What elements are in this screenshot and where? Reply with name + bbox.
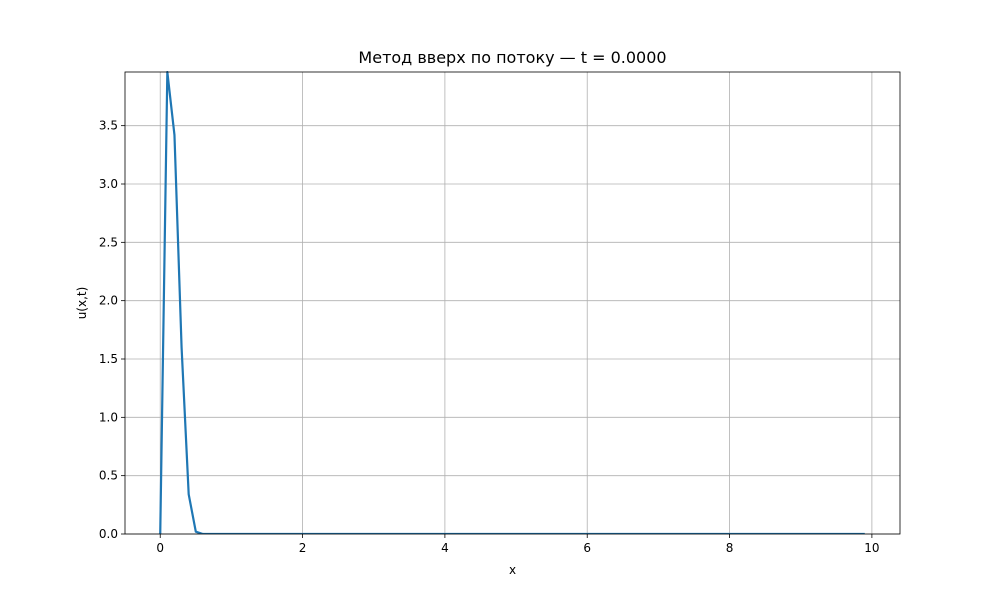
series-line: [159, 71, 865, 534]
x-axis: 0 2 4 6 8 10: [156, 534, 880, 555]
y-axis-label: u(x,t): [75, 287, 89, 320]
y-tick-label: 2.0: [99, 294, 118, 308]
y-tick-label: 0.0: [99, 527, 118, 541]
y-tick-label: 1.0: [99, 410, 118, 424]
y-axis: 0.0 0.5 1.0 1.5 2.0 2.5 3.0 3.5: [99, 119, 125, 541]
y-tick-label: 2.5: [99, 235, 118, 249]
y-tick-label: 1.5: [99, 352, 118, 366]
series-layer: [159, 71, 865, 534]
chart-title: Метод вверх по потоку — t = 0.0000: [358, 48, 666, 67]
x-tick-label: 10: [864, 541, 879, 555]
x-axis-label: x: [509, 563, 516, 577]
grid: [125, 72, 900, 535]
y-tick-label: 3.5: [99, 119, 118, 133]
x-tick-label: 6: [583, 541, 591, 555]
x-tick-label: 4: [441, 541, 449, 555]
x-tick-label: 2: [299, 541, 307, 555]
y-tick-label: 0.5: [99, 469, 118, 483]
x-tick-label: 0: [156, 541, 164, 555]
y-tick-label: 3.0: [99, 177, 118, 191]
plot-frame: [124, 71, 901, 535]
x-tick-label: 8: [726, 541, 734, 555]
